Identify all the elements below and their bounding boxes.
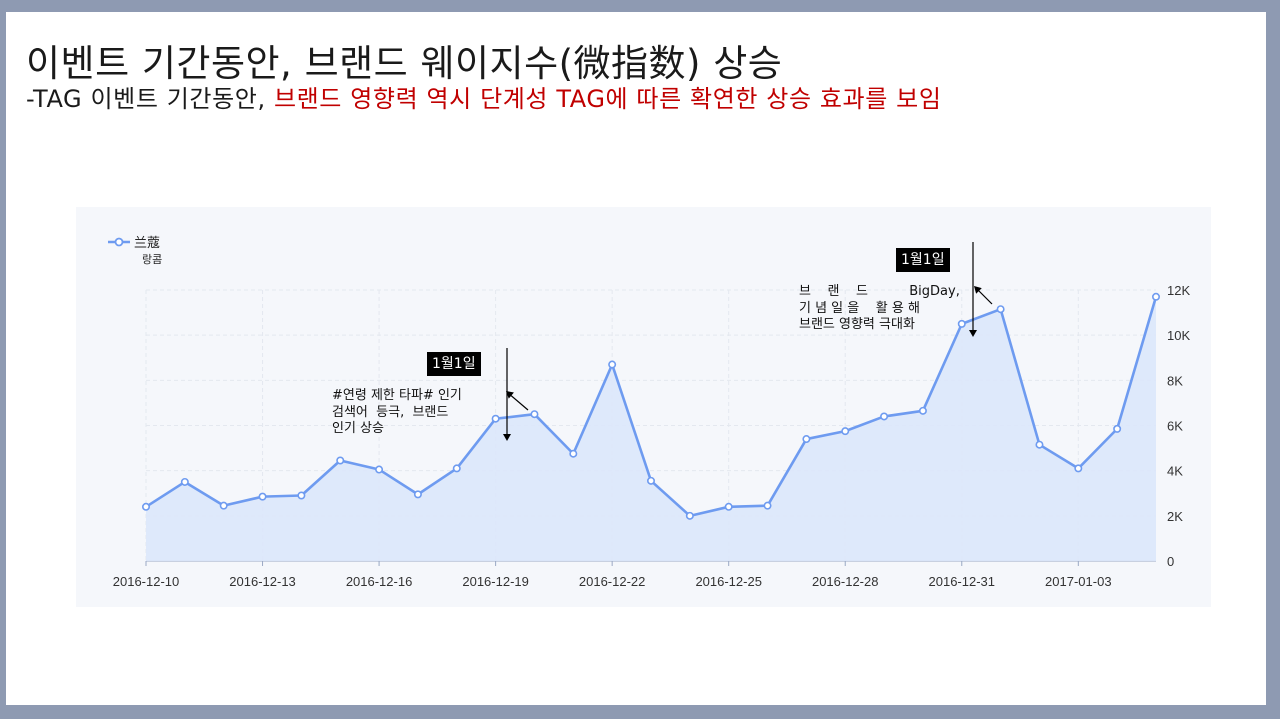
x-tick-label: 2016-12-10 xyxy=(113,574,180,589)
x-tick-label: 2016-12-28 xyxy=(812,574,879,589)
y-tick-label: 2K xyxy=(1167,509,1183,524)
data-point xyxy=(763,501,772,510)
y-tick-label: 4K xyxy=(1167,464,1183,479)
x-tick-label: 2016-12-16 xyxy=(346,574,413,589)
y-tick-label: 6K xyxy=(1167,419,1183,434)
callout-label-2: 1월1일 xyxy=(896,248,950,272)
data-point xyxy=(802,435,811,444)
x-tick-label: 2016-12-31 xyxy=(929,574,996,589)
slide-subtitle: -TAG 이벤트 기간동안, 브랜드 영향력 역시 단계성 TAG에 따른 확연… xyxy=(26,79,942,114)
data-point xyxy=(957,319,966,328)
x-tick-label: 2016-12-25 xyxy=(695,574,762,589)
callout-1-pointer xyxy=(507,392,529,411)
callout-note-1: #연령 제한 타파# 인기 검색어 등극, 브랜드 인기 상승 xyxy=(332,388,462,436)
callout-note-2: 브 랜 드 BigDay, 기 념 일 을 활 용 해 브랜드 영향력 극대화 xyxy=(799,284,960,332)
data-point xyxy=(452,464,461,473)
data-point xyxy=(1113,424,1122,433)
data-point xyxy=(1074,464,1083,473)
series-area xyxy=(146,296,1156,561)
x-tick-label: 2016-12-22 xyxy=(579,574,646,589)
y-tick-label: 8K xyxy=(1167,373,1183,388)
callout-2-down-arrowhead xyxy=(969,330,977,337)
callout-2-pointer-head xyxy=(974,286,982,294)
data-point xyxy=(530,410,539,419)
data-point xyxy=(375,465,384,474)
data-point xyxy=(142,502,151,511)
line-area-chart: 0 2K 4K 6K 8K 10K 12K 2016-12-10 2016-12-13 2016-… xyxy=(108,236,1190,589)
data-point xyxy=(258,492,267,501)
data-point xyxy=(180,477,189,486)
callout-1-pointer-head xyxy=(506,391,514,399)
callout-label-1: 1월1일 xyxy=(427,352,481,376)
data-point xyxy=(413,490,422,499)
data-point xyxy=(841,427,850,436)
data-point xyxy=(918,406,927,415)
data-point xyxy=(724,502,733,511)
data-point xyxy=(880,412,889,421)
data-point xyxy=(219,501,228,510)
callout-1-down-arrowhead xyxy=(503,434,511,441)
x-tick-label: 2016-12-13 xyxy=(229,574,295,589)
subtitle-prefix: -TAG 이벤트 기간동안, xyxy=(26,85,274,113)
data-point xyxy=(646,476,655,485)
legend-marker xyxy=(114,237,124,247)
x-tick-label: 2017-01-03 xyxy=(1045,574,1112,589)
data-point xyxy=(491,414,500,423)
legend-series-subtitle: 랑콤 xyxy=(142,253,162,266)
legend-series-name: 兰蔻 xyxy=(134,236,160,251)
data-point xyxy=(569,449,578,458)
y-tick-label: 12K xyxy=(1167,283,1190,298)
y-tick-label: 10K xyxy=(1167,328,1190,343)
data-point xyxy=(996,305,1005,314)
x-tick-label: 2016-12-19 xyxy=(462,574,528,589)
data-point xyxy=(1152,292,1161,301)
data-point xyxy=(1035,440,1044,449)
subtitle-highlight: 브랜드 영향력 역시 단계성 TAG에 따른 확연한 상승 효과를 보임 xyxy=(273,85,942,113)
data-point xyxy=(336,456,345,465)
data-point xyxy=(297,491,306,500)
data-point xyxy=(685,511,694,520)
y-tick-label: 0 xyxy=(1167,554,1174,569)
slide-title: 이벤트 기간동안, 브랜드 웨이지수(微指数) 상승 xyxy=(26,42,783,85)
data-point xyxy=(608,360,617,369)
chart-panel: 0 2K 4K 6K 8K 10K 12K 2016-12-10 2016-12-13 2016-… xyxy=(76,207,1211,607)
